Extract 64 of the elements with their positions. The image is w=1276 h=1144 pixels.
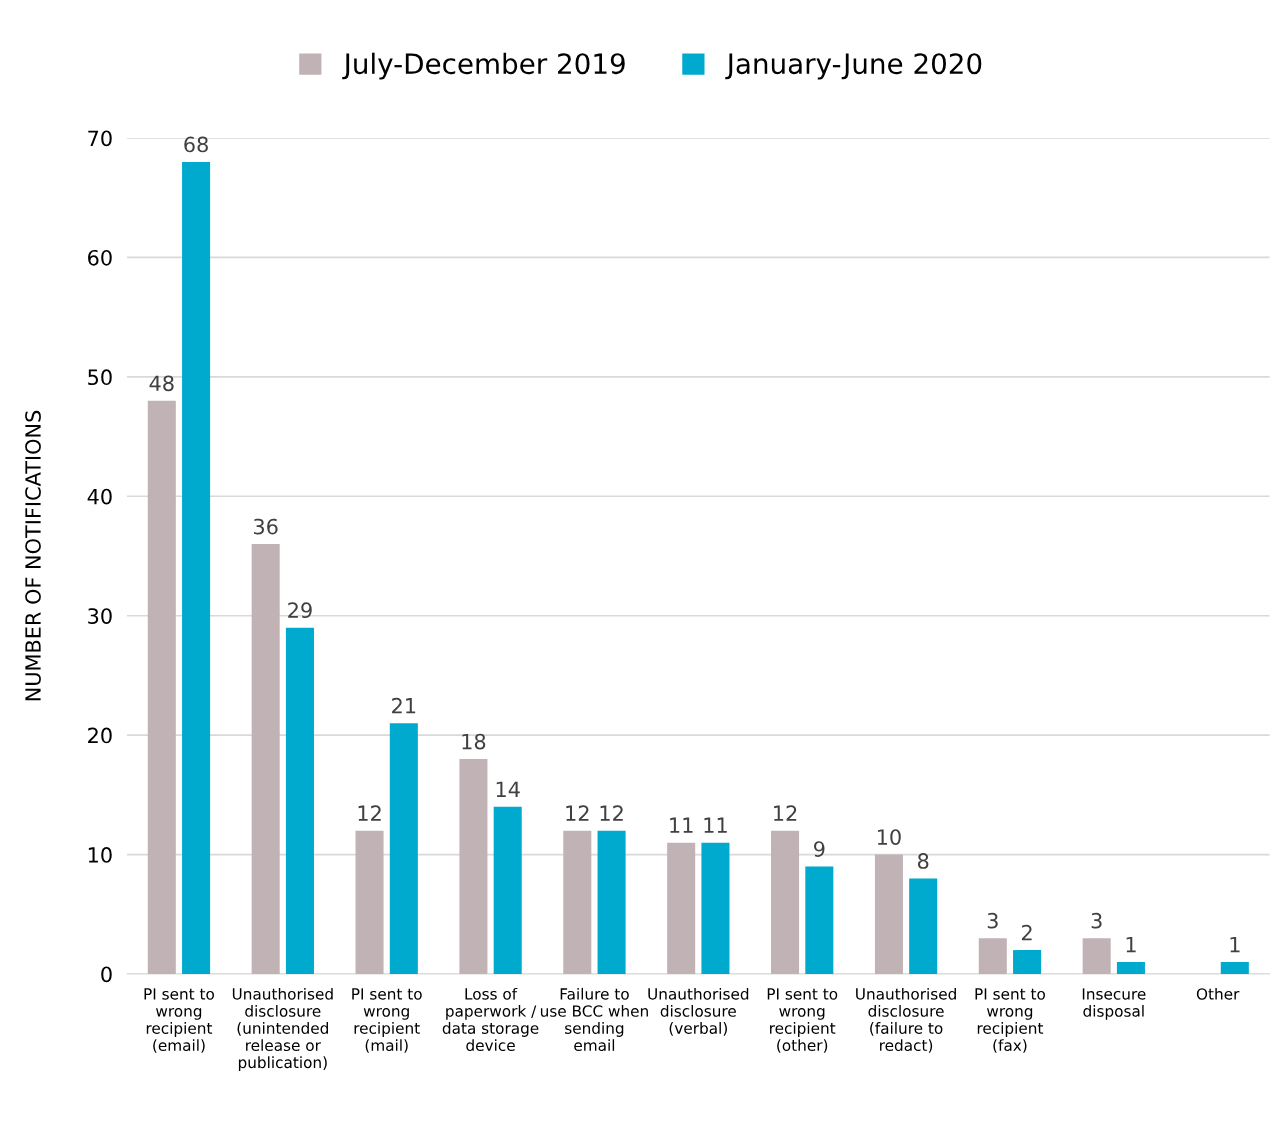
y-tick-label: 30 [88,608,112,624]
x-tick-label: Unauthorised disclosure (unintended release or publication) [232,987,333,1072]
data-label: 21 [392,697,416,714]
bar [1082,938,1111,974]
bar [493,806,522,974]
bar [597,830,626,974]
bar [771,830,800,974]
bar [805,866,834,974]
data-label: 18 [462,733,486,750]
bar [563,830,592,974]
data-label: 2 [1021,924,1032,941]
data-label: 1 [1126,936,1136,953]
bar [909,878,938,974]
data-label: 9 [814,841,825,857]
data-label: 11 [670,817,693,833]
data-label: 29 [288,602,312,619]
x-tick-label: Failure to use BCC when sending email [540,987,648,1052]
y-tick-label: 50 [88,369,112,386]
y-tick-label: 40 [87,488,112,505]
bar [1116,962,1145,974]
bar [874,854,903,974]
data-label: 12 [600,805,623,821]
legend-label: January-June 2020 [725,53,982,80]
bar [701,842,730,974]
bar [355,830,384,974]
y-axis-title: NUMBER OF NOTIFICATIONS [25,410,41,701]
x-tick-label: Other [1196,987,1240,1000]
data-label: 11 [704,817,727,833]
data-label: 12 [774,805,797,821]
bar [182,161,211,974]
data-label: 3 [987,912,998,929]
data-label: 48 [149,375,174,392]
data-label: 8 [917,853,929,869]
bar [147,400,176,974]
bar [459,759,488,974]
data-label: 36 [254,518,278,535]
legend-label: July-December 2019 [342,52,625,80]
data-label: 12 [566,805,589,821]
x-tick-label: PI sent to wrong recipient (other) [767,988,838,1053]
x-tick-label: Loss of paperwork / data storage device [442,987,539,1052]
x-tick-label: Insecure disposal [1082,988,1146,1020]
bar [1220,962,1249,974]
bar [1013,950,1042,974]
y-tick-label: 60 [88,249,112,266]
x-tick-label: PI sent to wrong recipient (email) [144,988,214,1053]
x-tick-label: Unauthorised disclosure (failure to redact) [856,987,956,1053]
bar [389,723,418,974]
data-label: 10 [877,829,901,845]
bar [667,842,696,974]
y-tick-label: 70 [88,130,112,147]
y-tick-label: 0 [101,966,112,983]
data-label: 14 [496,781,520,797]
data-label: 3 [1091,912,1102,929]
x-tick-label: Unauthorised disclosure (verbal) [648,987,749,1036]
y-tick-label: 20 [88,727,112,744]
bar [978,938,1007,974]
x-tick-label: PI sent to wrong recipient (mail) [352,988,422,1053]
data-label: 1 [1230,936,1240,953]
data-label: 12 [358,805,381,821]
x-tick-label: PI sent to wrong recipient (fax) [975,988,1045,1053]
bar [285,627,314,974]
data-label: 68 [184,136,208,153]
y-tick-label: 10 [88,847,112,863]
bar [251,544,280,974]
